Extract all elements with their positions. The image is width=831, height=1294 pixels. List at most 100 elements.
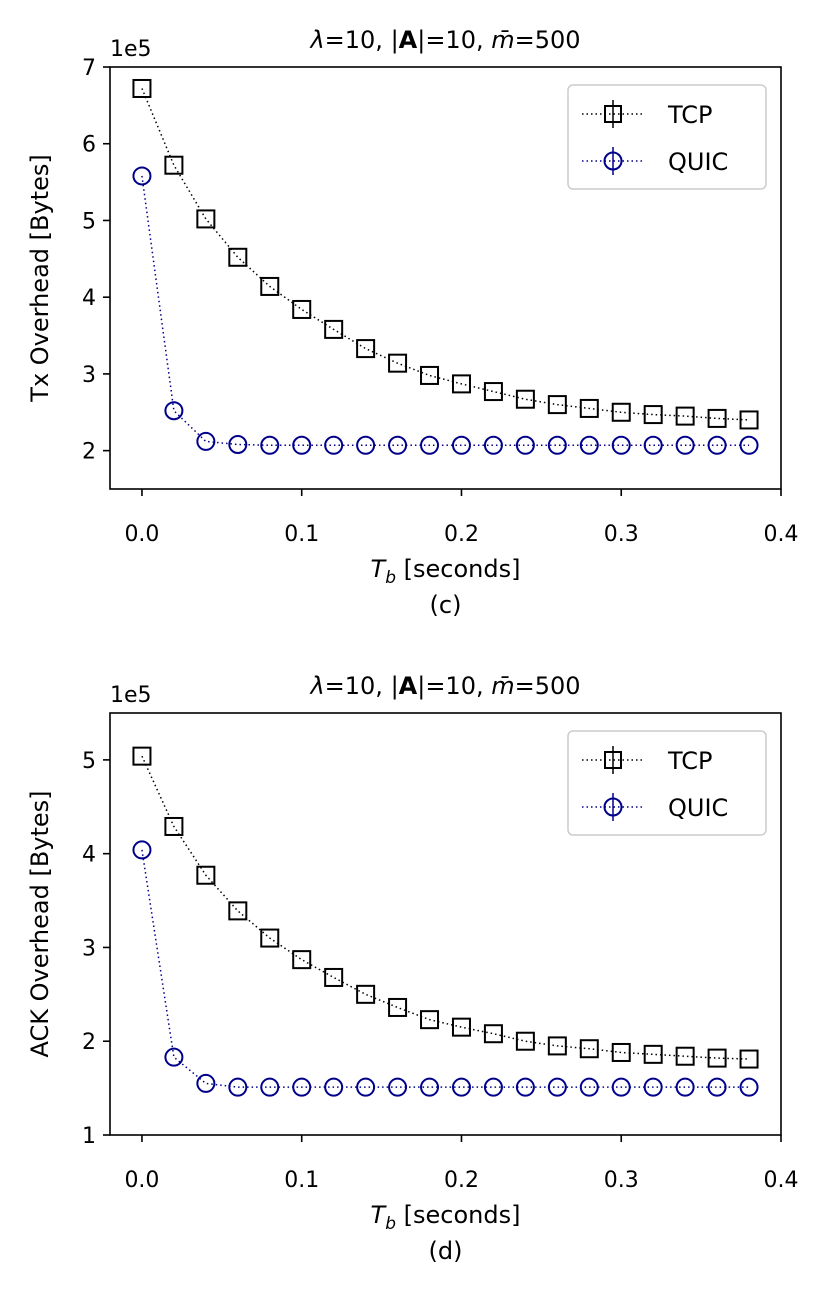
legend-label: TCP <box>667 101 712 129</box>
data-point-tcp <box>707 1048 727 1068</box>
y-tick-label: 6 <box>82 133 96 158</box>
x-axis-label-subscript: b <box>385 1214 396 1234</box>
y-tick-label: 4 <box>82 843 96 868</box>
legend-label: QUIC <box>668 794 728 822</box>
data-point-tcp <box>643 405 663 425</box>
data-point-tcp <box>164 816 184 836</box>
data-point-tcp <box>451 374 471 394</box>
data-point-quic <box>420 435 440 455</box>
series-line-tcp <box>141 88 750 421</box>
y-scale-label: 1e5 <box>110 37 152 62</box>
data-point-quic <box>132 840 152 860</box>
data-point-quic <box>420 1077 440 1097</box>
title-part: λ <box>308 26 324 54</box>
data-point-quic <box>260 435 280 455</box>
data-point-tcp <box>260 928 280 948</box>
data-point-tcp <box>196 865 216 885</box>
x-axis-label-subscript: b <box>385 568 396 588</box>
y-axis-label: ACK Overhead [Bytes] <box>26 790 54 1057</box>
data-point-tcp <box>164 155 184 175</box>
data-point-quic <box>324 1077 344 1097</box>
data-point-quic <box>739 1077 759 1097</box>
y-tick-label: 7 <box>82 56 96 81</box>
y-tick-label: 4 <box>82 286 96 311</box>
data-point-tcp <box>132 78 152 98</box>
y-tick-label: 5 <box>82 749 96 774</box>
title-part: A <box>399 672 418 700</box>
data-point-quic <box>451 435 471 455</box>
data-point-tcp <box>228 901 248 921</box>
data-point-quic <box>547 1077 567 1097</box>
plot-frame <box>109 712 782 1136</box>
data-point-tcp <box>547 1036 567 1056</box>
series-line-quic <box>141 849 750 1088</box>
data-point-tcp <box>420 1010 440 1030</box>
data-point-quic <box>132 166 152 186</box>
data-point-tcp <box>356 339 376 359</box>
data-point-tcp <box>579 1039 599 1059</box>
x-tick-label: 0.2 <box>444 1168 479 1193</box>
data-point-quic <box>260 1077 280 1097</box>
data-point-tcp <box>643 1044 663 1064</box>
data-point-tcp <box>483 1024 503 1044</box>
data-point-quic <box>675 1077 695 1097</box>
data-point-tcp <box>579 398 599 418</box>
y-tick-label: 5 <box>82 209 96 234</box>
y-tick-label: 1 <box>82 1124 96 1149</box>
data-point-quic <box>643 1077 663 1097</box>
data-point-tcp <box>356 984 376 1004</box>
data-point-tcp <box>260 276 280 296</box>
data-point-quic <box>675 435 695 455</box>
title-part: |=10, <box>417 672 491 700</box>
data-point-quic <box>451 1077 471 1097</box>
y-tick-label: 3 <box>82 936 96 961</box>
data-point-quic <box>515 435 535 455</box>
legend-marker-square <box>604 751 622 769</box>
x-tick-label: 0.4 <box>764 522 799 547</box>
x-tick-label: 0.2 <box>444 522 479 547</box>
data-point-quic <box>483 1077 503 1097</box>
data-point-quic <box>292 1077 312 1097</box>
data-point-tcp <box>292 299 312 319</box>
chart-title: λ=10, |A|=10, m̄=500 <box>308 26 580 54</box>
data-point-quic <box>164 1047 184 1067</box>
data-point-tcp <box>324 967 344 987</box>
data-point-tcp <box>547 395 567 415</box>
data-point-quic <box>196 431 216 451</box>
data-point-quic <box>292 435 312 455</box>
legend-label: TCP <box>667 747 712 775</box>
data-point-quic <box>611 435 631 455</box>
data-point-tcp <box>707 408 727 428</box>
data-point-quic <box>228 434 248 454</box>
chart-panel-c: 0.0 0.1 0.2 0.3 0.4 2 3 4 5 6 7 1e5 λ=10, |A|=10, m̄… <box>26 26 799 619</box>
data-point-quic <box>483 435 503 455</box>
x-tick-label: 0.4 <box>764 1168 799 1193</box>
data-point-tcp <box>739 1049 759 1069</box>
data-point-tcp <box>388 997 408 1017</box>
x-axis-label-unit: [seconds] <box>396 1201 520 1229</box>
x-axis-label-symbol: T <box>371 1201 388 1229</box>
data-point-quic <box>388 435 408 455</box>
x-tick-label: 0.3 <box>604 1168 639 1193</box>
data-point-quic <box>196 1073 216 1093</box>
legend-box <box>567 84 767 190</box>
data-point-tcp <box>324 319 344 339</box>
x-tick-label: 0.0 <box>124 1168 159 1193</box>
data-point-quic <box>547 435 567 455</box>
title-part: =500 <box>515 26 581 54</box>
data-point-quic <box>579 1077 599 1097</box>
legend-marker-square <box>604 105 622 123</box>
data-point-tcp <box>515 389 535 409</box>
series-line-tcp <box>141 755 750 1060</box>
legend-marker-circle <box>603 151 623 171</box>
title-part: m̄ <box>491 26 514 54</box>
data-point-tcp <box>196 209 216 229</box>
data-point-tcp <box>675 1046 695 1066</box>
title-part: A <box>399 26 418 54</box>
data-point-quic <box>707 1077 727 1097</box>
series-line-quic <box>141 175 750 447</box>
data-point-tcp <box>675 406 695 426</box>
data-point-tcp <box>132 746 152 766</box>
legend-label: QUIC <box>668 148 728 176</box>
data-point-tcp <box>388 353 408 373</box>
